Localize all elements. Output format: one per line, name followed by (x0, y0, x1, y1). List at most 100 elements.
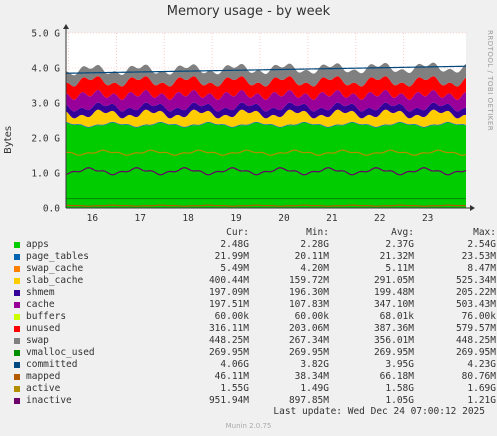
legend-value-min: 897.85M (288, 395, 329, 406)
legend-row: cache 197.51M 107.83M 347.10M 503.43M (14, 299, 496, 311)
legend-value-min: 267.34M (288, 335, 329, 346)
legend-value-avg: 269.95M (373, 347, 414, 358)
legend-row: mapped 46.11M 38.34M 66.18M 80.76M (14, 371, 496, 383)
x-axis-arrow (470, 205, 475, 211)
legend-series-name: mapped (26, 371, 61, 382)
legend-value-cur: 1.55G (220, 383, 249, 394)
legend-row: unused 316.11M 203.06M 387.36M 579.57M (14, 323, 496, 335)
legend-value-min: 269.95M (288, 347, 329, 358)
x-tick-label: 20 (278, 213, 290, 224)
legend-series-name: apps (26, 239, 49, 250)
legend-column-header: Min: (306, 227, 329, 238)
area-slab_cache (66, 109, 466, 127)
legend-value-cur: 316.11M (208, 323, 249, 334)
legend-column-header: Avg: (391, 227, 414, 238)
legend-value-min: 4.20M (300, 263, 329, 274)
legend-value-avg: 347.10M (373, 299, 414, 310)
legend-series-name: inactive (26, 395, 72, 406)
legend-column-header: Cur: (226, 227, 249, 238)
legend-value-avg: 2.37G (385, 239, 414, 250)
legend-value-max: 80.76M (461, 371, 496, 382)
legend-value-max: 1.21G (467, 395, 496, 406)
legend-series-name: unused (26, 323, 61, 334)
legend-value-avg: 387.36M (373, 323, 414, 334)
x-tick-label: 17 (135, 213, 146, 224)
legend-value-min: 38.34M (294, 371, 329, 382)
line-mapped (65, 204, 467, 207)
area-swap (66, 62, 466, 87)
y-tick-label: 2.0 G (31, 134, 60, 145)
last-update: Last update: Wed Dec 24 07:00:12 2025 (273, 406, 485, 417)
y-tick-label: 1.0 G (31, 169, 60, 180)
legend-value-avg: 1.58G (385, 383, 414, 394)
legend-row: buffers 60.00k 60.00k 68.01k 76.00k (14, 311, 496, 323)
legend-series-name: shmem (26, 287, 55, 298)
line-inactive (65, 167, 467, 176)
legend-value-max: 2.54G (467, 239, 496, 250)
legend-value-avg: 199.48M (373, 287, 414, 298)
munin-version: Munin 2.0.75 (225, 422, 272, 430)
legend-row: swap 448.25M 267.34M 356.01M 448.25M (14, 335, 496, 347)
x-tick-label: 21 (326, 213, 338, 224)
legend-swatch (14, 266, 20, 272)
legend-value-cur: 197.09M (208, 287, 249, 298)
area-cache (66, 89, 466, 112)
legend-value-max: 1.69G (467, 383, 496, 394)
legend-value-max: 448.25M (455, 335, 496, 346)
area-apps (66, 122, 466, 208)
y-tick-label: 5.0 G (31, 29, 60, 40)
legend-row: slab_cache 400.44M 159.72M 291.05M 525.34M (14, 275, 496, 287)
legend-swatch (14, 386, 20, 392)
legend-series-name: committed (26, 359, 78, 370)
legend-value-min: 159.72M (288, 275, 329, 286)
legend-row: swap_cache 5.49M 4.20M 5.11M 8.47M (14, 263, 496, 275)
legend-row: vmalloc_used 269.95M 269.95M 269.95M 269.95M (14, 347, 496, 359)
legend-series-name: buffers (26, 311, 67, 322)
legend-series-name: vmalloc_used (26, 347, 95, 358)
legend-swatch (14, 338, 20, 344)
legend-value-avg: 5.11M (385, 263, 414, 274)
legend-value-cur: 46.11M (214, 371, 249, 382)
x-tick-label: 19 (230, 213, 242, 224)
legend-value-avg: 1.05G (385, 395, 414, 406)
legend-series-name: page_tables (26, 251, 89, 262)
legend-value-avg: 68.01k (379, 311, 414, 322)
legend-series-name: slab_cache (26, 275, 84, 286)
legend-value-cur: 448.25M (208, 335, 249, 346)
legend-value-cur: 4.06G (220, 359, 249, 370)
legend-value-avg: 21.32M (379, 251, 414, 262)
legend-series-name: active (26, 383, 61, 394)
x-tick-label: 22 (374, 213, 385, 224)
area-unused (66, 76, 466, 100)
legend-value-min: 60.00k (294, 311, 329, 322)
area-shmem (66, 102, 466, 119)
legend-value-min: 20.11M (294, 251, 329, 262)
legend-swatch (14, 350, 20, 356)
legend-value-cur: 2.48G (220, 239, 249, 250)
legend-value-cur: 269.95M (208, 347, 249, 358)
rrdtool-credit: RRDTOOL / TOBI OETIKER (486, 30, 494, 132)
legend-row: inactive 951.94M 897.85M 1.05G 1.21G (14, 395, 496, 407)
legend-series-name: swap (26, 335, 49, 346)
legend-value-max: 23.53M (461, 251, 496, 262)
y-tick-label: 3.0 G (31, 99, 60, 110)
legend-value-cur: 60.00k (214, 311, 249, 322)
legend-swatch (14, 278, 20, 284)
legend-value-cur: 5.49M (220, 263, 249, 274)
line-active (65, 149, 467, 156)
legend-swatch (14, 302, 20, 308)
legend-value-cur: 951.94M (208, 395, 249, 406)
legend-value-max: 8.47M (467, 263, 496, 274)
legend-header: Cur: Min: Avg: Max: (14, 227, 496, 239)
line-committed (65, 65, 467, 74)
legend-swatch (14, 254, 20, 260)
legend-column-header: Max: (473, 227, 496, 238)
legend-row: active 1.55G 1.49G 1.58G 1.69G (14, 383, 496, 395)
legend-row: apps 2.48G 2.28G 2.37G 2.54G (14, 239, 496, 251)
y-tick-label: 4.0 G (31, 64, 60, 75)
y-tick-label: 0.0 (43, 204, 60, 215)
legend-value-avg: 3.95G (385, 359, 414, 370)
legend-value-avg: 66.18M (379, 371, 414, 382)
legend-swatch (14, 362, 20, 368)
